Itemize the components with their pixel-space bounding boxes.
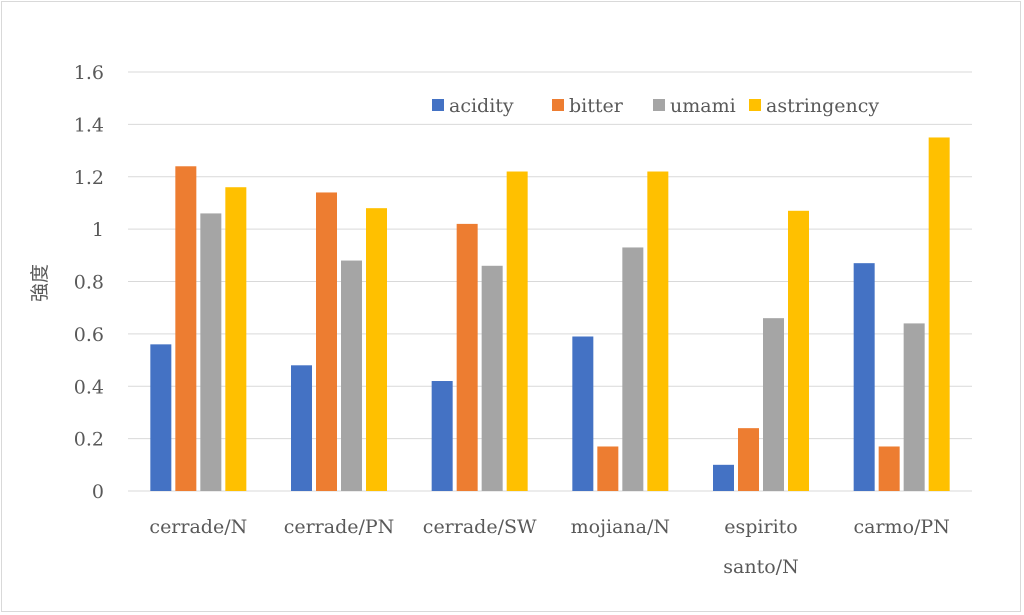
legend-swatch-umami bbox=[653, 99, 665, 111]
bar-bitter bbox=[597, 446, 619, 491]
y-tick-label: 1.4 bbox=[74, 114, 104, 136]
bar-acidity bbox=[431, 381, 453, 491]
bar-astringency bbox=[647, 171, 669, 491]
bar-astringency bbox=[366, 208, 387, 492]
bar-bitter bbox=[456, 223, 478, 491]
bar-acidity bbox=[853, 263, 875, 491]
y-axis-title: 強度 bbox=[29, 264, 51, 302]
y-tick-labels: 0 0.2 0.4 0.6 0.8 1 1.2 1.4 1.6 bbox=[74, 62, 104, 503]
bars bbox=[150, 137, 950, 492]
bar-bitter bbox=[316, 192, 337, 491]
bar-umami bbox=[481, 265, 503, 491]
bar-umami bbox=[341, 260, 362, 491]
y-tick-label: 0.4 bbox=[74, 376, 104, 398]
y-tick-label: 0.8 bbox=[74, 272, 104, 294]
y-tick-label: 0.2 bbox=[74, 429, 104, 451]
bar-umami bbox=[622, 247, 644, 491]
gridlines bbox=[128, 71, 972, 492]
legend-label: bitter bbox=[569, 95, 624, 117]
bar-bitter bbox=[878, 446, 900, 491]
bar-umami bbox=[903, 323, 925, 491]
y-tick-label: 1.6 bbox=[74, 62, 104, 84]
y-tick-label: 1 bbox=[92, 219, 104, 241]
legend-label: umami bbox=[670, 95, 736, 117]
x-tick-label: cerrade/SW bbox=[423, 516, 537, 538]
bar-bitter bbox=[175, 166, 197, 491]
bar-astringency bbox=[928, 137, 950, 491]
bar-astringency bbox=[788, 210, 809, 491]
y-tick-label: 1.2 bbox=[74, 167, 104, 189]
x-tick-labels: cerrade/N cerrade/PN cerrade/SW mojiana/N es… bbox=[149, 516, 949, 578]
x-tick-label: espirito bbox=[724, 516, 797, 538]
bar-acidity bbox=[713, 464, 734, 491]
x-tick-label: santo/N bbox=[723, 556, 798, 578]
bar-bitter bbox=[738, 428, 759, 491]
legend-swatch-astringency bbox=[749, 99, 761, 111]
bar-astringency bbox=[506, 171, 528, 491]
y-tick-label: 0.6 bbox=[74, 324, 104, 346]
bar-acidity bbox=[150, 344, 172, 491]
legend-swatch-acidity bbox=[432, 99, 444, 111]
bar-acidity bbox=[291, 365, 312, 491]
bar-umami bbox=[200, 213, 222, 491]
legend: acidity bitter umami astringency bbox=[432, 95, 879, 117]
x-tick-label: cerrade/N bbox=[149, 516, 247, 538]
x-tick-label: cerrade/PN bbox=[284, 516, 395, 538]
bar-acidity bbox=[572, 336, 594, 491]
y-tick-label: 0 bbox=[92, 481, 104, 503]
legend-label: acidity bbox=[449, 95, 514, 117]
legend-swatch-bitter bbox=[552, 99, 564, 111]
legend-label: astringency bbox=[766, 95, 879, 117]
x-tick-label: mojiana/N bbox=[571, 516, 670, 538]
x-tick-label: carmo/PN bbox=[854, 516, 950, 538]
bar-astringency bbox=[225, 187, 247, 491]
bar-umami bbox=[763, 318, 784, 491]
